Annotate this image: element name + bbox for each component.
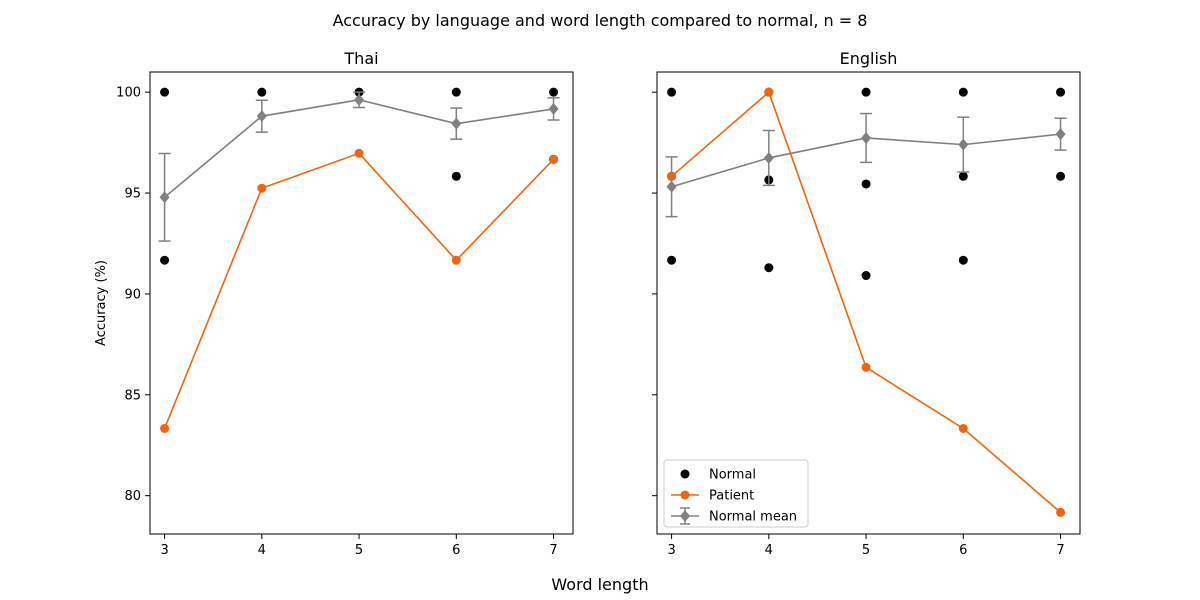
x-tick-label: 7 xyxy=(1056,543,1064,558)
legend-normal-marker xyxy=(680,469,690,479)
normal-point xyxy=(861,271,871,281)
patient-point xyxy=(958,423,968,433)
normal-point xyxy=(861,87,871,97)
x-tick-label: 6 xyxy=(959,543,967,558)
normal-point xyxy=(257,87,267,97)
figure-ylabel: Accuracy (%) xyxy=(94,260,109,346)
patient-point xyxy=(764,87,774,97)
normal-mean-marker xyxy=(861,131,872,144)
x-tick-label: 4 xyxy=(765,543,773,558)
figure-title: Accuracy by language and word length com… xyxy=(333,11,868,30)
x-tick-label: 3 xyxy=(667,543,675,558)
panel-thai: Thai 80 85 90 95 100 3 4 5 6 7 xyxy=(116,49,574,558)
normal-point xyxy=(1056,171,1066,181)
normal-point xyxy=(958,171,968,181)
normal-point xyxy=(958,255,968,265)
legend-label: Patient xyxy=(709,489,754,504)
normal-mean-marker xyxy=(256,110,267,123)
legend-patient-marker xyxy=(680,490,690,500)
normal-mean-marker xyxy=(159,191,170,204)
panel-english: English 3 4 5 6 7 Normal Patient Normal mean xyxy=(652,49,1081,558)
normal-point xyxy=(667,255,677,265)
panel-title: Thai xyxy=(343,49,378,68)
x-tick-label: 5 xyxy=(862,543,870,558)
patient-point xyxy=(160,423,170,433)
normal-point xyxy=(160,255,170,265)
normal-mean-marker xyxy=(666,180,677,193)
normal-point xyxy=(861,179,871,189)
y-tick-label: 90 xyxy=(124,287,141,302)
normal-point xyxy=(451,87,461,97)
normal-mean-marker xyxy=(763,151,774,164)
x-tick-label: 7 xyxy=(549,543,557,558)
y-tick-label: 80 xyxy=(124,489,141,504)
normal-point xyxy=(667,87,677,97)
normal-mean-marker xyxy=(354,93,365,106)
normal-point xyxy=(1056,87,1066,97)
normal-point xyxy=(549,87,559,97)
legend-box xyxy=(663,459,809,528)
normal-mean-marker xyxy=(1055,128,1066,141)
panel-title: English xyxy=(840,49,898,68)
patient-line xyxy=(163,152,555,429)
patient-point xyxy=(861,362,871,372)
normal-point xyxy=(451,171,461,181)
normal-mean-marker xyxy=(548,102,559,115)
axes-frame xyxy=(149,71,574,535)
normal-point xyxy=(160,87,170,97)
x-tick-label: 5 xyxy=(355,543,363,558)
y-tick-label: 85 xyxy=(124,388,141,403)
normal-point xyxy=(764,263,774,273)
normal-mean-marker xyxy=(958,138,969,151)
legend-label: Normal xyxy=(709,468,756,483)
legend-mean-marker xyxy=(680,510,690,522)
x-tick-label: 6 xyxy=(452,543,460,558)
y-tick-label: 95 xyxy=(124,187,141,202)
patient-point xyxy=(354,148,364,158)
legend: Normal Patient Normal mean xyxy=(663,459,809,528)
axes-frame xyxy=(656,71,1081,535)
x-tick-label: 4 xyxy=(258,543,266,558)
patient-point xyxy=(257,183,267,193)
legend-label: Normal mean xyxy=(709,510,797,525)
normal-mean-line xyxy=(164,99,554,198)
patient-point xyxy=(1056,507,1066,517)
y-tick-label: 100 xyxy=(116,86,141,101)
x-tick-label: 3 xyxy=(160,543,168,558)
normal-mean-marker xyxy=(451,117,462,130)
patient-point xyxy=(549,154,559,164)
figure-xlabel: Word length xyxy=(551,575,648,594)
patient-point xyxy=(451,255,461,265)
normal-point xyxy=(958,87,968,97)
